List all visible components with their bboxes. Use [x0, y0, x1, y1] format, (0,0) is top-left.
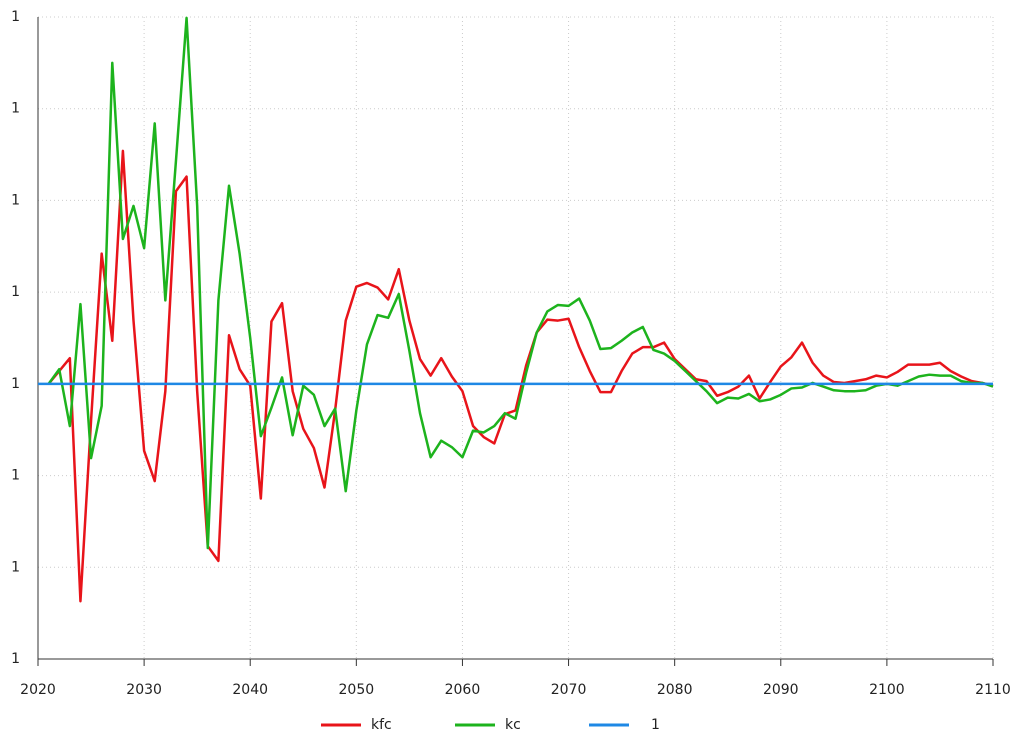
y-tick-label: 1 [11, 559, 20, 575]
x-tick-label: 2070 [551, 682, 587, 698]
x-tick-label: 2020 [20, 682, 56, 698]
x-tick-label: 2060 [445, 682, 481, 698]
y-tick-label: 1 [11, 101, 20, 117]
series-line [47, 149, 994, 603]
series-line [47, 16, 994, 550]
x-tick-label: 2090 [763, 682, 799, 698]
x-tick-label: 2110 [975, 682, 1011, 698]
legend-label: kc [505, 717, 521, 733]
x-tick-label: 2030 [126, 682, 162, 698]
x-tick-label: 2040 [232, 682, 268, 698]
legend-label: 1 [651, 717, 660, 733]
legend-label: kfc [371, 717, 392, 733]
y-tick-label: 1 [11, 468, 20, 484]
y-tick-label: 1 [11, 376, 20, 392]
x-tick-label: 2100 [869, 682, 905, 698]
y-tick-label: 1 [11, 284, 20, 300]
x-tick-label: 2080 [657, 682, 693, 698]
x-tick-label: 2050 [339, 682, 375, 698]
y-tick-label: 1 [11, 9, 20, 25]
y-tick-label: 1 [11, 651, 20, 667]
y-tick-label: 1 [11, 192, 20, 208]
